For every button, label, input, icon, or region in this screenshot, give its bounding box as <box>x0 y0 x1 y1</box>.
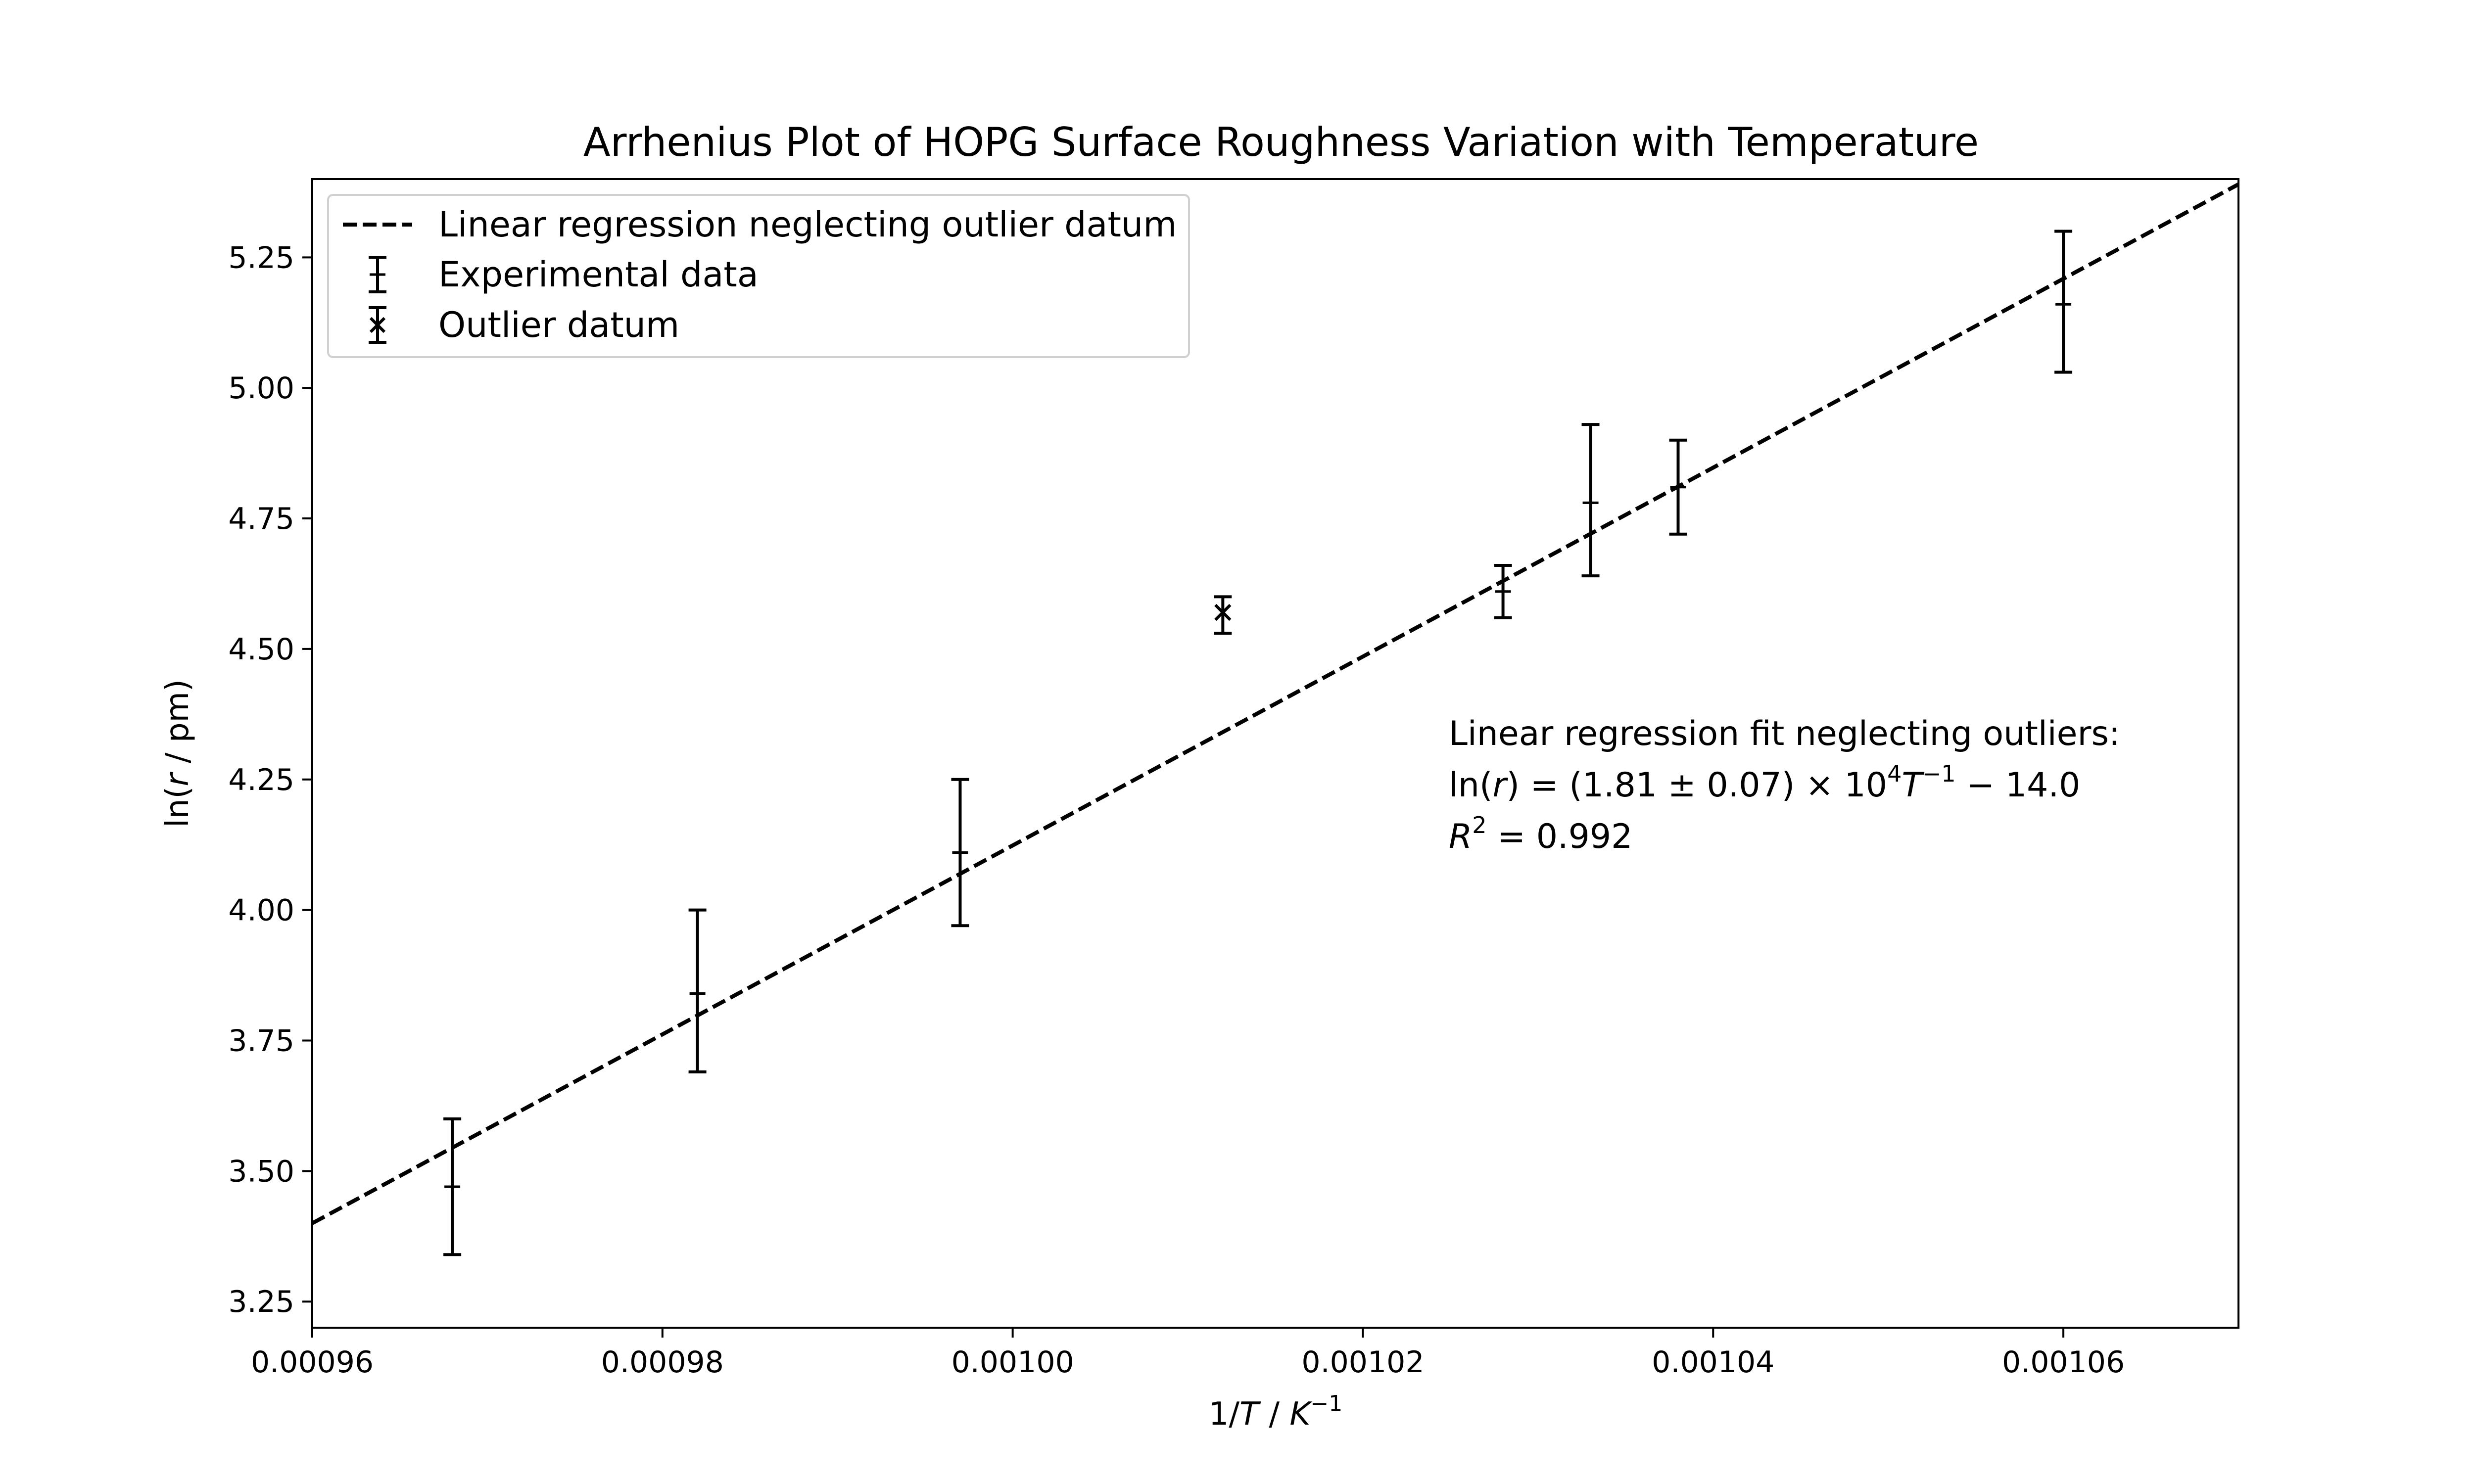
data-point-experimental <box>1581 423 1600 578</box>
x-tick-label: 0.00100 <box>952 1345 1074 1380</box>
x-tick-label: 0.00098 <box>601 1345 724 1380</box>
fit-annotation: Linear regression fit neglecting outlier… <box>1449 714 2120 856</box>
y-tick-label: 4.00 <box>228 893 294 928</box>
x-tick-label: 0.00104 <box>1652 1345 1774 1380</box>
y-axis-label: ln(r / pm) <box>159 679 196 828</box>
legend-errorbar-swatch <box>369 256 386 293</box>
data-point-experimental <box>951 778 969 928</box>
x-marker <box>1214 603 1232 621</box>
annotation-heading: Linear regression fit neglecting outlier… <box>1449 714 2120 753</box>
legend-box <box>327 194 1190 358</box>
y-tick-label: 3.25 <box>228 1285 294 1319</box>
x-tick-label: 0.00102 <box>1301 1345 1424 1380</box>
legend-item-experimental: Experimental data <box>438 254 759 295</box>
plot-frame <box>311 178 2239 1329</box>
y-tick-label: 5.00 <box>228 371 294 406</box>
annotation-r-squared: R2 = 0.992 <box>1449 812 1632 856</box>
legend-item-outlier: Outlier datum <box>438 305 679 345</box>
annotation-equation: ln(r) = (1.81 ± 0.07) × 104T−1 − 14.0 <box>1449 760 2080 805</box>
axis-ticks: 0.00096 0.00098 0.00100 0.00102 0.00104 0.001… <box>228 240 2125 1380</box>
x-tick-label: 0.00106 <box>2002 1345 2125 1380</box>
data-point-experimental <box>688 908 707 1073</box>
y-tick-label: 3.75 <box>228 1024 294 1059</box>
legend-item-regression: Linear regression neglecting outlier dat… <box>438 204 1177 245</box>
legend: Linear regression neglecting outlier dat… <box>327 194 1190 358</box>
y-tick-label: 3.50 <box>228 1154 294 1189</box>
regression-line <box>311 183 2239 1225</box>
y-tick-label: 5.25 <box>228 240 294 275</box>
legend-outlier-swatch <box>369 306 386 344</box>
data-point-experimental <box>1494 564 1512 619</box>
data-point-experimental <box>443 1117 462 1256</box>
y-tick-label: 4.50 <box>228 632 294 667</box>
chart-title: Arrhenius Plot of HOPG Surface Roughness… <box>583 119 1979 165</box>
data-point-experimental <box>1669 438 1687 536</box>
x-axis-label: 1/T / K−1 <box>1209 1391 1342 1433</box>
data-point-experimental <box>2054 230 2073 374</box>
y-tick-label: 4.75 <box>228 502 294 536</box>
y-tick-label: 4.25 <box>228 763 294 797</box>
plot-area <box>311 183 2239 1256</box>
data-point-outlier <box>1214 595 1232 635</box>
x-tick-label: 0.00096 <box>251 1345 374 1380</box>
